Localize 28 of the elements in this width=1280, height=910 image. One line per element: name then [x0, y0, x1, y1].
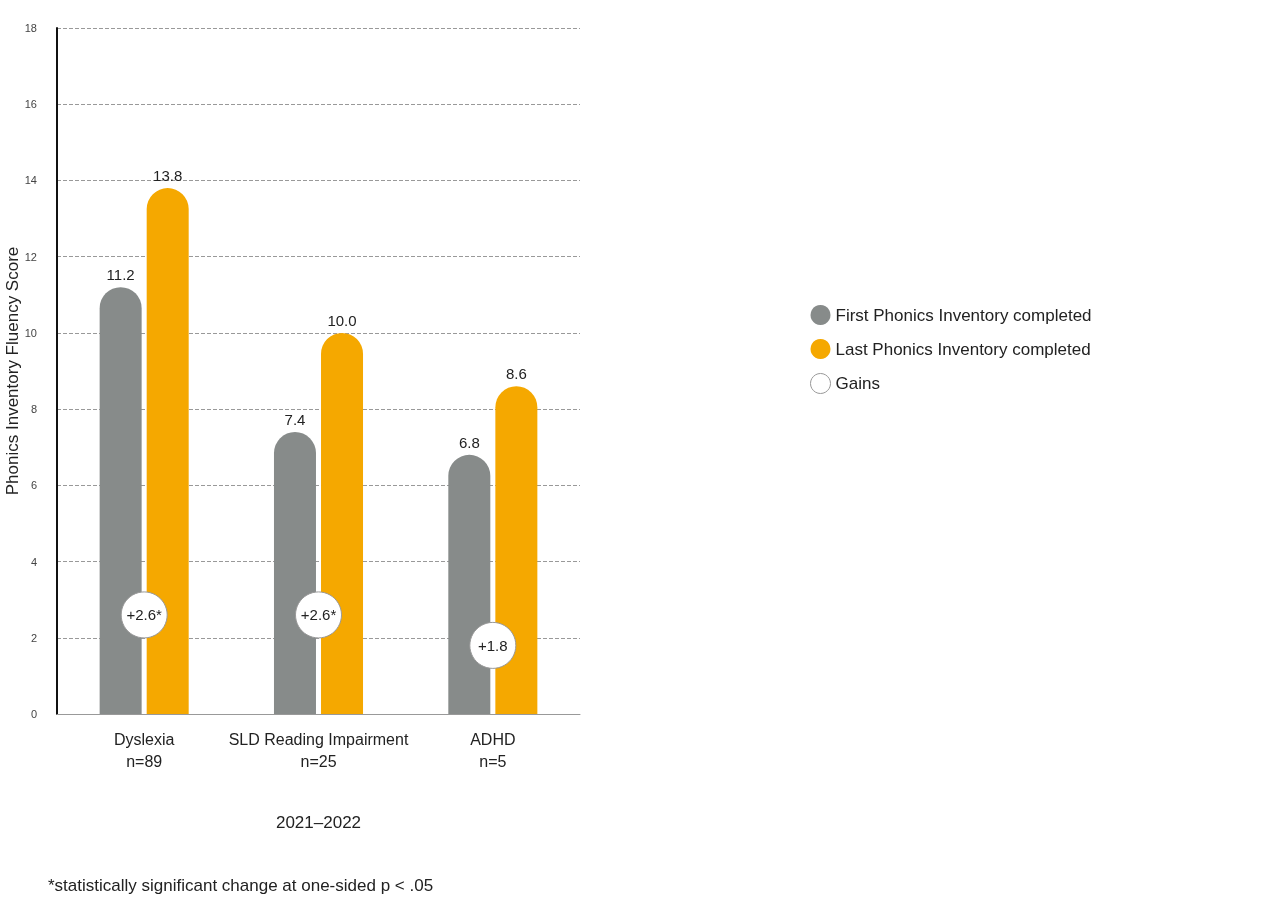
y-tick-label: 12: [24, 250, 37, 263]
data-label: +2.6*: [300, 606, 337, 624]
text: *statistically significant change at one-sided p < .05: [48, 876, 434, 896]
x-tick-label: Dyslexia n=89: [113, 730, 175, 770]
legend-label: First Phonics Inventory completed: [835, 305, 1092, 325]
y-axis-title: Phonics Inventory Fluency Score: [2, 246, 22, 496]
data-label: 8.6: [505, 365, 527, 383]
data-label: 11.2: [106, 266, 135, 284]
y-tick-label: 18: [24, 22, 37, 34]
legend-label: Gains: [835, 374, 880, 393]
x-axis-title: 2021–2022: [275, 813, 362, 832]
legend-label: Last Phonics Inventory completed: [835, 339, 1091, 359]
data-label: 13.8: [153, 167, 183, 185]
x-tick-label: SLD Reading Impairment n=25: [228, 730, 409, 770]
data-label: +2.6*: [126, 606, 163, 624]
y-tick-label: 16: [24, 98, 37, 111]
y-tick-label: 4: [30, 555, 37, 568]
data-label: +1.8: [478, 636, 508, 654]
y-tick-label: 6: [30, 479, 37, 492]
y-tick-label: 10: [24, 326, 37, 339]
x-tick-label: ADHD n=5: [470, 730, 516, 770]
data-label: 6.8: [458, 433, 480, 451]
data-label: 10.0: [327, 311, 357, 329]
y-tick-label: 14: [24, 174, 37, 187]
y-tick-label: 0: [30, 708, 37, 720]
y-tick-label: 8: [30, 403, 37, 416]
y-tick-label: 2: [30, 631, 37, 644]
data-label: 7.4: [284, 410, 306, 428]
